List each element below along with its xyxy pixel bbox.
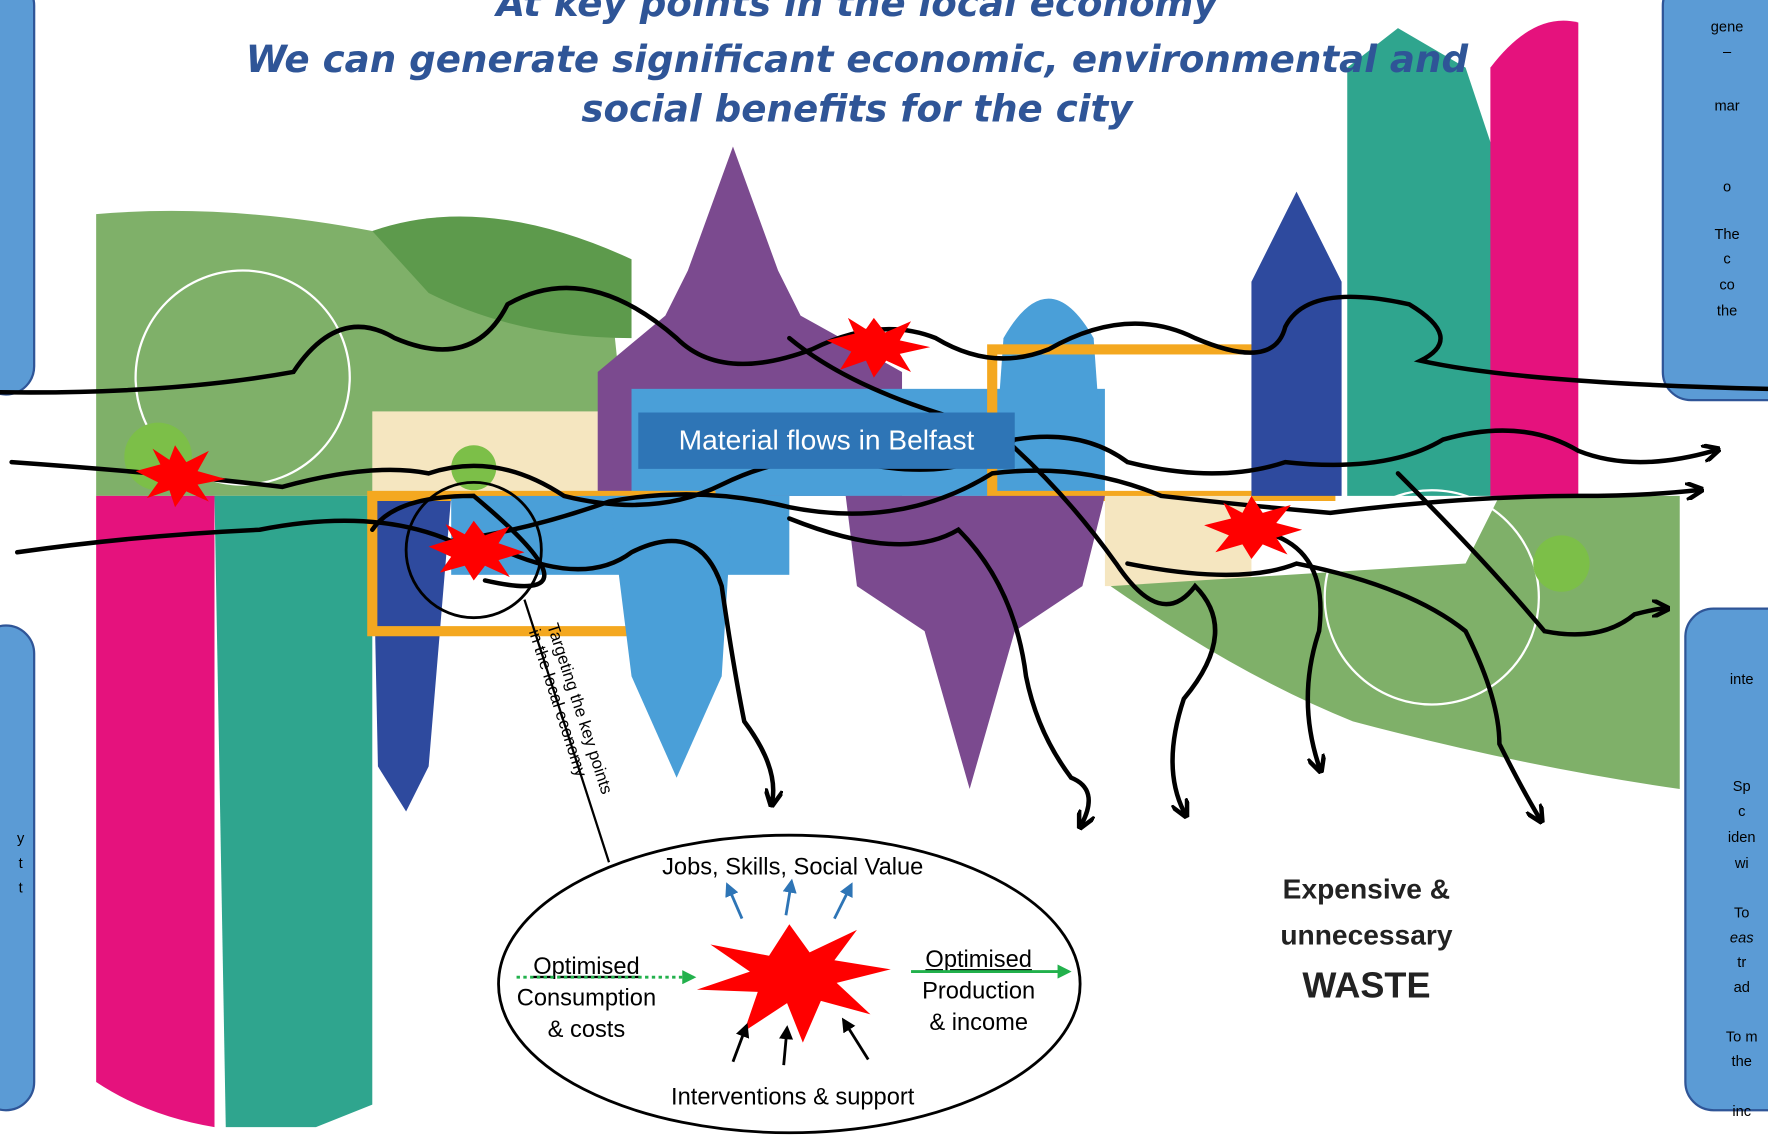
side-fragment: – [1723, 44, 1732, 60]
side-fragment: inte [1730, 672, 1754, 688]
side-fragment: c [1738, 804, 1745, 820]
side-fragment: y [17, 831, 25, 847]
side-fragment: Sp [1733, 779, 1751, 795]
waste-text: WASTE [1302, 964, 1430, 1005]
waste-text: unnecessary [1280, 919, 1453, 951]
side-box [1663, 0, 1768, 400]
ellipse-text: Production [922, 979, 1035, 1005]
slide: At key points in the local economy We ca… [0, 0, 1768, 1135]
side-fragment: mar [1714, 98, 1739, 114]
callout: Targeting the key points in the local ec… [525, 621, 616, 802]
side-fragment: inc [1732, 1104, 1751, 1120]
side-fragment: To m [1726, 1029, 1758, 1045]
ellipse-text: Consumption [517, 985, 656, 1011]
ellipse-text: Interventions & support [671, 1085, 915, 1111]
side-fragment: o [1723, 180, 1731, 196]
side-fragment: t [19, 856, 23, 872]
side-fragment: gene [1711, 20, 1744, 36]
banner-text: Material flows in Belfast [679, 424, 975, 456]
side-fragment: t [19, 881, 23, 897]
side-fragment: The [1714, 227, 1739, 243]
side-fragment: iden [1728, 830, 1756, 846]
ellipse-text: & income [929, 1010, 1028, 1036]
title: At key points in the local economy [493, 0, 1219, 25]
side-fragment: the [1732, 1054, 1752, 1070]
side-fragment: c [1723, 252, 1730, 268]
side-box [0, 0, 34, 394]
waste-text: Expensive & [1283, 872, 1450, 904]
side-fragment: eas [1730, 930, 1754, 946]
side-fragment: To [1734, 905, 1749, 921]
side-fragment: tr [1737, 955, 1746, 971]
ellipse-text: Optimised [925, 947, 1032, 973]
ellipse-text: Jobs, Skills, Social Value [662, 855, 923, 881]
ellipse-text: & costs [548, 1017, 626, 1043]
side-fragment: the [1717, 304, 1737, 320]
side-fragment: co [1719, 278, 1734, 294]
title: social benefits for the city [581, 87, 1134, 131]
side-fragment: wi [1734, 856, 1749, 872]
side-fragment: ad [1734, 980, 1750, 996]
side-box [0, 626, 34, 1111]
title: We can generate significant economic, en… [246, 37, 1469, 81]
